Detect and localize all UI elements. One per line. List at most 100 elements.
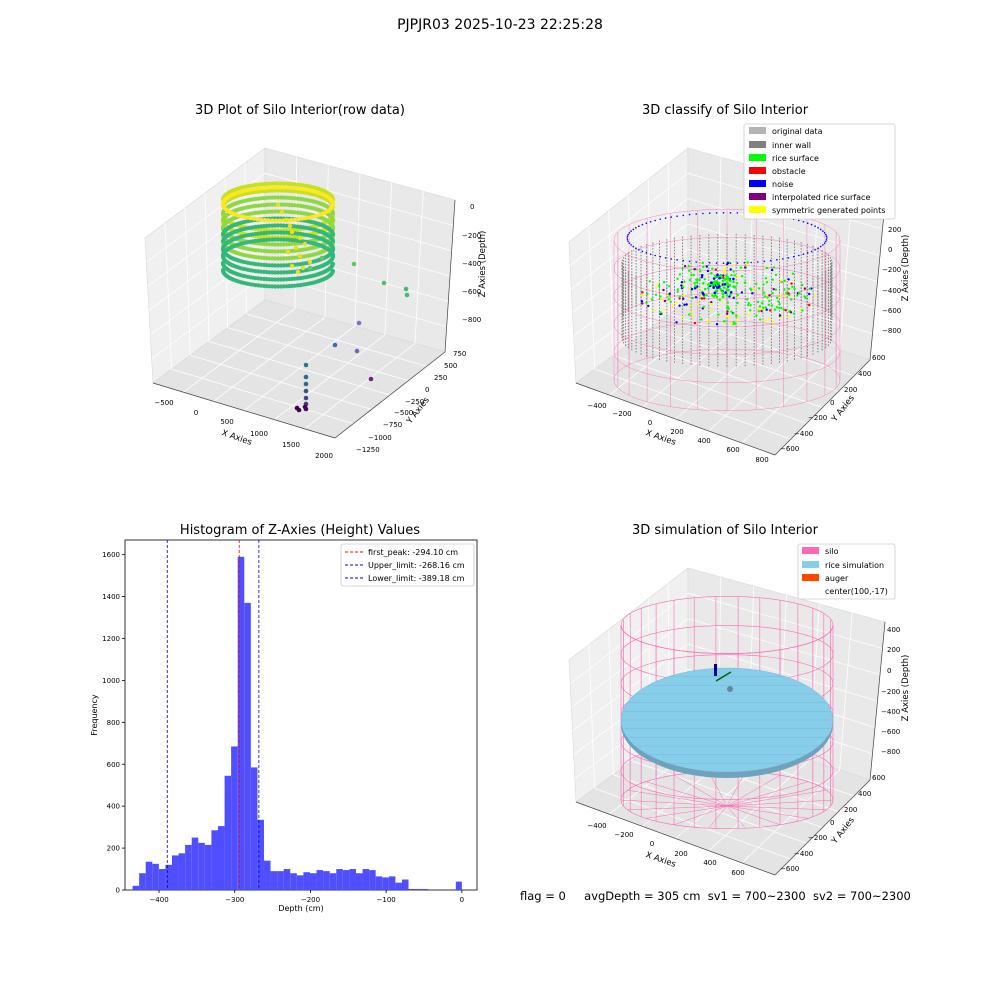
raw-point [303, 187, 308, 192]
legend-label-upper-limit: Upper_limit: -268.16 cm [368, 561, 465, 570]
classified-point [648, 280, 651, 283]
silo-wire [726, 805, 809, 819]
center-point [721, 279, 725, 283]
classified-point [808, 303, 811, 307]
classified-point [688, 269, 691, 272]
noise-point [763, 260, 766, 263]
noise-point [743, 262, 746, 264]
histogram-bar [303, 872, 310, 890]
classified-point [640, 300, 644, 303]
panel-b-ztick: −200 [882, 266, 901, 274]
panel-a-points [220, 181, 410, 413]
histogram-bar [283, 869, 291, 890]
raw-point [245, 215, 250, 220]
center-point [723, 283, 727, 286]
silo-wire [620, 624, 834, 654]
center-point [712, 277, 716, 280]
panel-d-xtick: −200 [614, 831, 633, 839]
classified-point [722, 274, 725, 277]
panel-a-title: 3D Plot of Silo Interior(row data) [195, 103, 405, 118]
panel-d-ytick: −400 [794, 850, 813, 858]
raw-point [255, 217, 260, 222]
classified-point [640, 294, 644, 297]
raw-point [278, 256, 283, 261]
raw-point [303, 216, 308, 221]
classified-point [762, 291, 766, 294]
classified-point [728, 316, 731, 319]
classified-point [732, 263, 735, 267]
x-axis-line [152, 382, 336, 439]
classified-point [752, 288, 755, 291]
histogram-bar [211, 830, 218, 890]
classified-point [668, 292, 671, 295]
classified-point [787, 315, 790, 318]
noise-point [825, 239, 828, 241]
classified-point [790, 298, 793, 301]
silo-wire [726, 805, 781, 826]
raw-point [296, 217, 301, 222]
noise-point [769, 259, 772, 262]
raw-point [262, 218, 267, 222]
noise-point [722, 262, 725, 265]
center-point [726, 283, 729, 287]
classified-point [647, 304, 650, 308]
raw-point [278, 277, 283, 282]
classified-point [730, 322, 733, 325]
panel-a-ztick: 0 [470, 203, 474, 211]
noise-point [628, 232, 631, 234]
center-point [724, 291, 727, 294]
noise-point [635, 247, 637, 249]
raw-point [273, 223, 278, 228]
panel-a-ytick: −500 [394, 409, 413, 417]
classified-point [688, 304, 691, 307]
noise-point [750, 261, 752, 264]
noise-point [676, 259, 678, 261]
histogram-ytick-label: 0 [116, 887, 120, 895]
classified-point [732, 312, 735, 315]
classified-point [783, 279, 786, 282]
noise-point [626, 237, 629, 239]
histogram-bar [270, 871, 278, 890]
histogram-yticks: 0 200 400 600 800 1000 1200 1400 1600 [102, 551, 125, 895]
classified-point [681, 267, 684, 270]
raw-point [278, 249, 283, 254]
noise-point [695, 213, 697, 215]
raw-point [274, 185, 279, 190]
noise-point [825, 240, 827, 243]
noise-point [708, 212, 711, 214]
center-point [723, 286, 726, 289]
sv2-value: sv2 = 700~2300 [812, 889, 911, 903]
noise-point [757, 261, 759, 263]
raw-point [259, 186, 263, 191]
panel-b-points [613, 208, 841, 412]
histogram-xtick-label: −200 [301, 896, 320, 904]
classified-point [717, 313, 720, 316]
classified-point [722, 276, 725, 279]
classified-point [688, 278, 692, 282]
legend-swatch-silo [802, 547, 819, 554]
classified-point [764, 277, 768, 280]
classified-point [650, 298, 654, 301]
panel-b-ytick: −200 [808, 414, 827, 422]
classified-point [646, 292, 649, 296]
panel-a-xtick: −500 [154, 399, 173, 407]
classified-point [693, 282, 696, 285]
raw-point [330, 232, 335, 237]
classified-point [751, 292, 754, 295]
panel-d-ztick: −800 [881, 748, 900, 756]
panel-d-xtick: 600 [731, 869, 744, 877]
classified-point [808, 292, 811, 296]
classified-point [690, 288, 694, 291]
histogram-ytick-label: 1400 [102, 593, 120, 601]
histogram-bar [290, 873, 297, 890]
noise-point [806, 222, 809, 224]
classified-point [791, 285, 794, 288]
noise-point [814, 249, 816, 251]
histogram-bar [421, 888, 429, 890]
raw-point [259, 217, 263, 222]
histogram-bar [158, 869, 166, 890]
y-axis-line [774, 359, 871, 456]
classified-point [734, 322, 737, 325]
legend-swatch-rice-surface [749, 154, 766, 161]
silo-wire [726, 789, 827, 807]
